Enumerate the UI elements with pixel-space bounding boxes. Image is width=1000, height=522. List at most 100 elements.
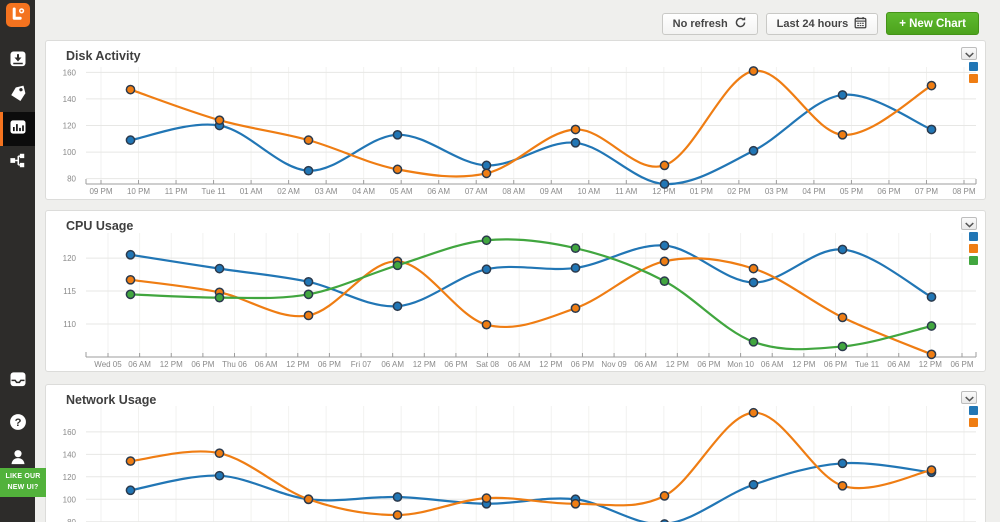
- sidebar-item-tags[interactable]: [0, 78, 35, 112]
- sidebar-item-help[interactable]: ?: [0, 407, 35, 441]
- inbox-icon: [8, 369, 28, 394]
- series-orange-point: [303, 310, 314, 321]
- series-orange-line: [129, 69, 933, 178]
- series-green-point: [837, 341, 848, 352]
- app-logo[interactable]: [0, 0, 35, 34]
- x-axis-label: 06 AM: [381, 360, 404, 369]
- x-axis-label: 12 PM: [413, 360, 436, 369]
- panel-collapse-button[interactable]: [961, 47, 977, 60]
- x-axis-label: 06 PM: [444, 360, 467, 369]
- legend-swatch-series-orange[interactable]: [969, 418, 978, 427]
- x-axis-label: 06 AM: [887, 360, 910, 369]
- x-axis-label: 06 PM: [318, 360, 341, 369]
- series-green-point: [659, 276, 670, 286]
- legend-swatch-series-blue[interactable]: [969, 62, 978, 71]
- panel-collapse-button[interactable]: [961, 391, 977, 404]
- x-axis-label: 11 PM: [165, 187, 188, 196]
- y-axis-label: 100: [63, 148, 77, 157]
- cpu-usage-panel: 110 115 120 Wed 05 06 AM 12 PM 06 PM Thu 06 06 A…: [45, 210, 986, 372]
- series-orange-line: [129, 411, 933, 517]
- x-axis-label: 06 PM: [877, 187, 900, 196]
- toolbar: No refresh Last 24 hours + New Chart: [661, 12, 979, 35]
- legend-swatch-series-green[interactable]: [969, 256, 978, 265]
- x-axis-label: 08 AM: [502, 187, 525, 196]
- legend-swatch-series-blue[interactable]: [969, 232, 978, 241]
- x-axis-label: Sat 08: [476, 360, 500, 369]
- legend-swatch-series-blue[interactable]: [969, 406, 978, 415]
- series-orange-line: [129, 257, 933, 356]
- series-orange-point: [214, 448, 225, 459]
- series-blue-point: [570, 137, 581, 148]
- series-blue-point: [570, 263, 581, 273]
- series-orange-point: [392, 164, 403, 175]
- x-axis-label: 04 PM: [802, 187, 825, 196]
- series-blue-point: [392, 129, 403, 140]
- series-blue-point: [214, 263, 225, 274]
- refresh-interval-button[interactable]: No refresh: [661, 12, 758, 35]
- panel-collapse-button[interactable]: [961, 217, 977, 230]
- x-axis-label: 08 PM: [952, 187, 975, 196]
- x-axis-label: 03 AM: [315, 187, 338, 196]
- y-axis-label: 110: [63, 320, 76, 329]
- series-blue-point: [303, 276, 314, 287]
- x-axis-label: 06 AM: [508, 360, 531, 369]
- series-green-line: [129, 238, 933, 351]
- x-axis-label: 02 AM: [277, 187, 300, 196]
- tag-icon: [8, 83, 28, 108]
- sidebar-item-user[interactable]: [0, 442, 35, 476]
- y-axis-label: 100: [63, 495, 77, 504]
- series-orange-point: [926, 349, 937, 360]
- network-usage-chart: 80 100 120 140 160: [63, 406, 976, 522]
- sidebar-item-devices[interactable]: [0, 44, 35, 78]
- series-orange-point: [481, 493, 492, 504]
- x-axis-label: 06 AM: [128, 360, 151, 369]
- series-green-point: [214, 292, 225, 303]
- chart-legend: [969, 232, 978, 265]
- x-axis-label: 01 PM: [690, 187, 713, 196]
- series-blue-line: [129, 244, 933, 308]
- series-blue-point: [748, 145, 759, 156]
- sidebar: ?: [0, 0, 35, 522]
- series-orange-point: [481, 168, 492, 179]
- time-range-button[interactable]: Last 24 hours: [765, 12, 879, 35]
- series-orange-point: [125, 84, 136, 95]
- x-axis-label: 06 AM: [634, 360, 657, 369]
- x-axis-label: 02 PM: [727, 187, 750, 196]
- disk-activity-chart: 80 100 120 140 160 09 PM 10 PM 11 PM Tue 11 01 AM…: [63, 66, 977, 196]
- series-green-point: [125, 289, 136, 300]
- x-axis-label: 12 PM: [652, 187, 675, 196]
- series-blue-point: [748, 277, 759, 288]
- series-orange-point: [659, 160, 670, 171]
- sidebar-item-topology[interactable]: [0, 146, 35, 180]
- new-chart-button[interactable]: + New Chart: [886, 12, 979, 35]
- series-blue-point: [481, 264, 492, 275]
- x-axis-label: 09 AM: [540, 187, 563, 196]
- new-ui-badge[interactable]: LIKE OUR NEW UI?: [0, 468, 46, 497]
- y-axis-label: 120: [63, 473, 77, 482]
- series-blue-point: [748, 479, 759, 490]
- series-blue-point: [214, 470, 225, 481]
- series-blue-point: [926, 292, 937, 302]
- network-usage-panel: 80 100 120 140 160 Network Usage: [45, 384, 986, 522]
- x-axis-label: Tue 11: [202, 187, 227, 196]
- badge-line-1: LIKE OUR: [5, 473, 41, 480]
- legend-swatch-series-orange[interactable]: [969, 244, 978, 253]
- x-axis-label: 01 AM: [240, 187, 263, 196]
- series-orange-point: [926, 465, 937, 475]
- series-blue-point: [659, 240, 670, 251]
- sidebar-item-inbox[interactable]: [0, 364, 35, 398]
- series-orange-point: [659, 491, 670, 501]
- disk-activity-panel: 80 100 120 140 160 09 PM 10 PM 11 PM Tue 11 01 AM…: [45, 40, 986, 200]
- chart-legend: [969, 406, 978, 427]
- series-orange-point: [659, 256, 670, 267]
- x-axis-label: 12 PM: [919, 360, 942, 369]
- series-blue-point: [392, 301, 403, 312]
- series-orange-point: [926, 80, 937, 91]
- x-axis-label: 06 PM: [571, 360, 594, 369]
- sidebar-item-dashboards[interactable]: [0, 112, 35, 146]
- series-orange-point: [837, 312, 848, 323]
- series-blue-point: [659, 179, 670, 189]
- chevron-down-icon: [964, 215, 974, 233]
- legend-swatch-series-orange[interactable]: [969, 74, 978, 83]
- series-blue-point: [837, 458, 848, 469]
